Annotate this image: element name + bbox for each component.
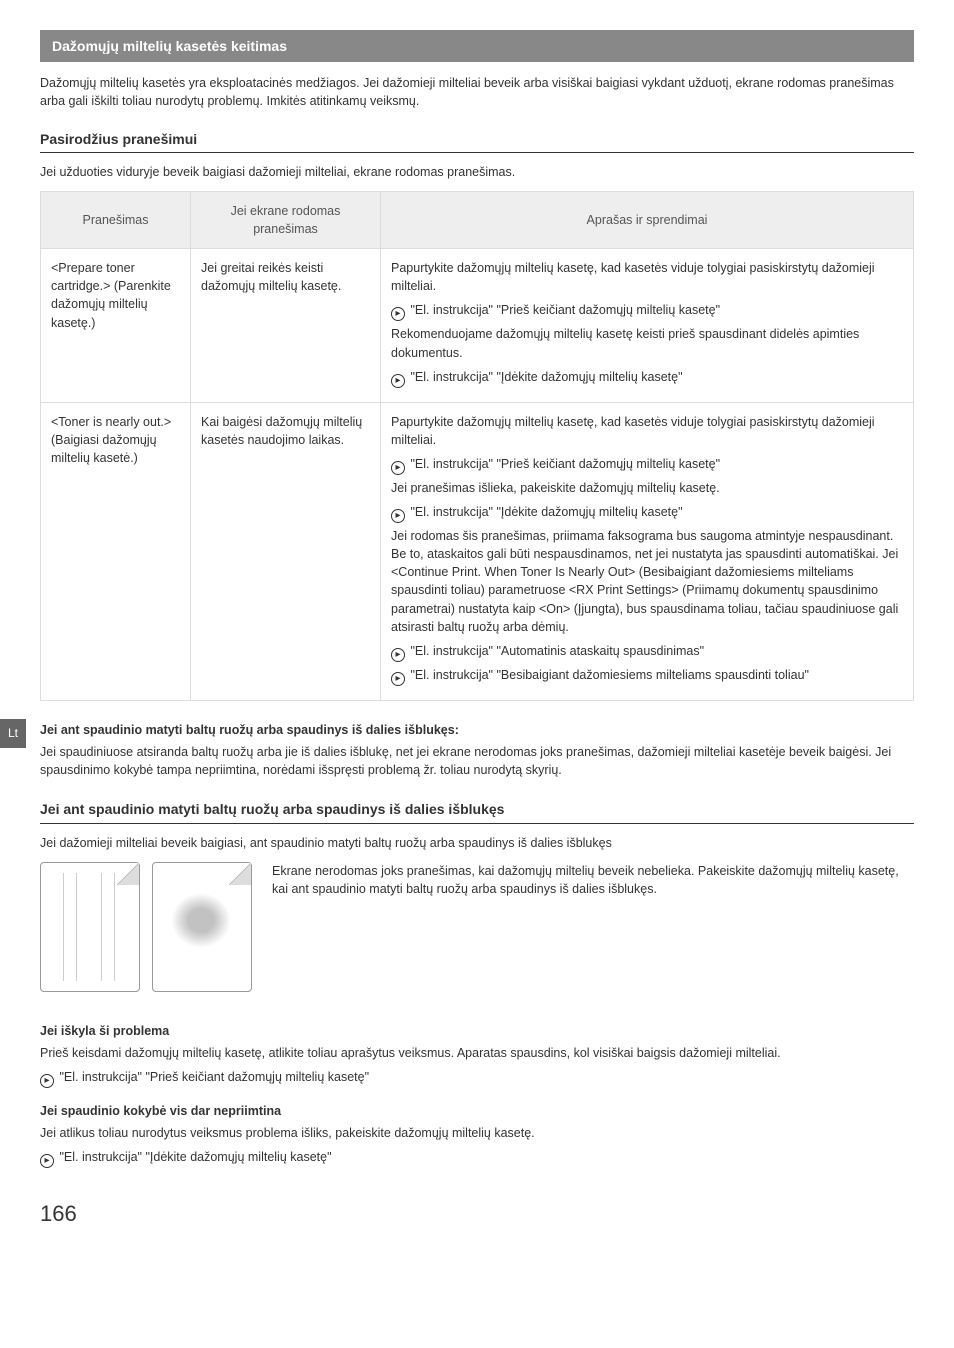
sub1-note: Jei užduoties viduryje beveik baigiasi d… — [40, 163, 914, 181]
arrow-circle-icon: ▸ — [391, 461, 405, 475]
arrow-circle-icon: ▸ — [391, 509, 405, 523]
desc-para: Rekomenduojame dažomųjų miltelių kasetę … — [391, 325, 903, 361]
cell-when: Kai baigėsi dažomųjų miltelių kasetės na… — [191, 402, 381, 700]
streak-images — [40, 862, 252, 992]
ref-text: "El. instrukcija" "Prieš keičiant dažomų… — [59, 1070, 369, 1084]
mini-body: Prieš keisdami dažomųjų miltelių kasetę,… — [40, 1044, 914, 1062]
ref-line: ▸ "El. instrukcija" "Įdėkite dažomųjų mi… — [391, 503, 903, 523]
ref-text: "El. instrukcija" "Prieš keičiant dažomų… — [410, 457, 720, 471]
desc-para: Jei rodomas šis pranešimas, priimama fak… — [391, 527, 903, 636]
ref-line: ▸ "El. instrukcija" "Besibaigiant dažomi… — [391, 666, 903, 686]
cell-desc: Papurtykite dažomųjų miltelių kasetę, ka… — [381, 402, 914, 700]
ref-text: "El. instrukcija" "Įdėkite dažomųjų milt… — [410, 370, 682, 384]
th-message: Pranešimas — [41, 191, 191, 248]
ref-text: "El. instrukcija" "Automatinis ataskaitų… — [410, 644, 704, 658]
th-desc: Aprašas ir sprendimai — [381, 191, 914, 248]
sheet-stripes-icon — [40, 862, 140, 992]
desc-para: Papurtykite dažomųjų miltelių kasetę, ka… — [391, 259, 903, 295]
desc-para: Jei pranešimas išlieka, pakeiskite dažom… — [391, 479, 903, 497]
language-tab: Lt — [0, 719, 26, 748]
ref-text: "El. instrukcija" "Įdėkite dažomųjų milt… — [410, 505, 682, 519]
table-row: <Toner is nearly out.> (Baigiasi dažomųj… — [41, 402, 914, 700]
arrow-circle-icon: ▸ — [391, 672, 405, 686]
mini-head-quality: Jei spaudinio kokybė vis dar nepriimtina — [40, 1102, 914, 1120]
ref-line: ▸ "El. instrukcija" "Prieš keičiant dažo… — [40, 1068, 914, 1088]
arrow-circle-icon: ▸ — [391, 307, 405, 321]
th-when: Jei ekrane rodomas pranešimas — [191, 191, 381, 248]
ref-line: ▸ "El. instrukcija" "Prieš keičiant dažo… — [391, 301, 903, 321]
cell-msg: <Toner is nearly out.> (Baigiasi dažomųj… — [41, 402, 191, 700]
streak-text: Ekrane nerodomas joks pranešimas, kai da… — [272, 862, 914, 898]
arrow-circle-icon: ▸ — [40, 1154, 54, 1168]
subhead-appearing-message: Pasirodžius pranešimui — [40, 129, 914, 153]
desc-para: Papurtykite dažomųjų miltelių kasetę, ka… — [391, 413, 903, 449]
ref-text: "El. instrukcija" "Įdėkite dažomųjų milt… — [59, 1150, 331, 1164]
section-banner: Dažomųjų miltelių kasetės keitimas — [40, 30, 914, 62]
intro-text: Dažomųjų miltelių kasetės yra eksploatac… — [40, 74, 914, 110]
cell-when: Jei greitai reikės keisti dažomųjų milte… — [191, 249, 381, 403]
ref-line: ▸ "El. instrukcija" "Prieš keičiant dažo… — [391, 455, 903, 475]
page-number: 166 — [40, 1198, 914, 1230]
ref-line: ▸ "El. instrukcija" "Automatinis ataskai… — [391, 642, 903, 662]
table-row: <Prepare toner cartridge.> (Parenkite da… — [41, 249, 914, 403]
ref-text: "El. instrukcija" "Prieš keičiant dažomų… — [410, 303, 720, 317]
sheet-faded-icon — [152, 862, 252, 992]
arrow-circle-icon: ▸ — [40, 1074, 54, 1088]
note-body: Jei spaudiniuose atsiranda baltų ruožų a… — [40, 743, 914, 779]
ref-line: ▸ "El. instrukcija" "Įdėkite dažomųjų mi… — [40, 1148, 914, 1168]
ref-text: "El. instrukcija" "Besibaigiant dažomies… — [410, 668, 808, 682]
cell-msg: <Prepare toner cartridge.> (Parenkite da… — [41, 249, 191, 403]
mini-body: Jei atlikus toliau nurodytus veiksmus pr… — [40, 1124, 914, 1142]
messages-table: Pranešimas Jei ekrane rodomas pranešimas… — [40, 191, 914, 701]
sub2-note: Jei dažomieji milteliai beveik baigiasi,… — [40, 834, 914, 852]
ref-line: ▸ "El. instrukcija" "Įdėkite dažomųjų mi… — [391, 368, 903, 388]
streak-row: Ekrane nerodomas joks pranešimas, kai da… — [40, 862, 914, 992]
note-bold: Jei ant spaudinio matyti baltų ruožų arb… — [40, 721, 914, 739]
cell-desc: Papurtykite dažomųjų miltelių kasetę, ka… — [381, 249, 914, 403]
subhead-streaks: Jei ant spaudinio matyti baltų ruožų arb… — [40, 799, 914, 823]
arrow-circle-icon: ▸ — [391, 648, 405, 662]
arrow-circle-icon: ▸ — [391, 374, 405, 388]
mini-head-problem: Jei iškyla ši problema — [40, 1022, 914, 1040]
